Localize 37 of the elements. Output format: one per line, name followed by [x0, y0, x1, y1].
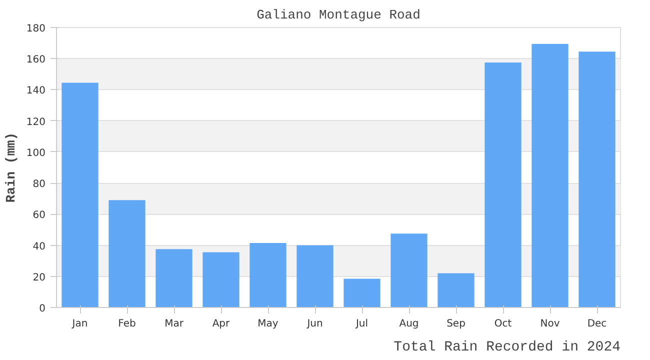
bar [156, 249, 192, 308]
y-tick-label: 20 [32, 272, 46, 284]
x-tick-label: Apr [212, 318, 231, 330]
x-tick-label: Mar [164, 318, 184, 330]
x-tick-label: Nov [540, 318, 560, 330]
x-tick-label: Sep [446, 318, 466, 330]
bar [108, 200, 146, 308]
bar [578, 52, 616, 308]
y-tick-label: 40 [32, 241, 46, 252]
y-tick-label: 160 [26, 54, 46, 66]
y-tick-label: 120 [26, 116, 46, 128]
x-tick-label: Feb [118, 318, 136, 330]
bar [344, 278, 380, 308]
x-tick-label: Jan [71, 318, 88, 330]
x-tick-label: Dec [587, 318, 607, 330]
bar [250, 242, 286, 308]
y-tick-label: 180 [26, 24, 46, 34]
x-tick-label: Jul [354, 318, 368, 330]
bar [438, 273, 474, 308]
y-tick-label: 140 [26, 86, 46, 97]
bar [202, 252, 240, 308]
bar [484, 62, 522, 308]
bar [296, 245, 334, 308]
x-tick-label: May [258, 318, 278, 330]
y-tick-label: 60 [32, 210, 46, 222]
y-tick-label: 100 [26, 148, 46, 159]
bar [390, 234, 428, 308]
text: Total Rain Recorded in 2024 [394, 340, 621, 356]
x-tick-label: Aug [399, 318, 419, 330]
bar [532, 44, 568, 308]
bar [62, 82, 98, 308]
x-tick-label: Oct [494, 318, 512, 330]
y-tick-label: 0 [39, 304, 46, 314]
x-tick-label: Jun [306, 318, 323, 330]
y-axis-title: Rain (mm) [3, 132, 18, 203]
chart-title: Galiano Montague Road [256, 8, 420, 22]
y-tick-label: 80 [32, 179, 46, 190]
